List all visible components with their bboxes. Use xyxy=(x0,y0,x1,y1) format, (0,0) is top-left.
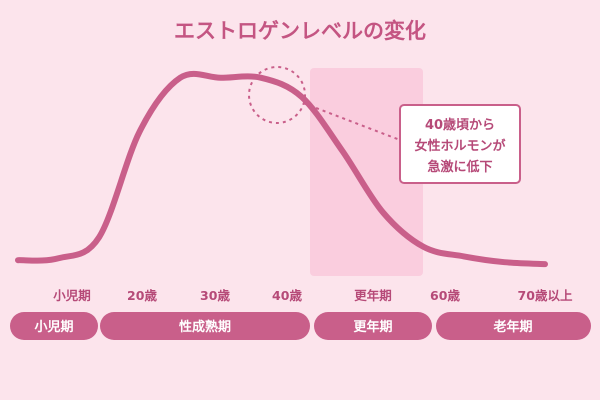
estrogen-curve-line xyxy=(15,70,548,268)
stage-label-senescence: 老年期 xyxy=(492,319,532,335)
decline-highlight-circle xyxy=(248,66,306,124)
stage-label-reproductive: 性成熟期 xyxy=(179,319,231,335)
x-tick-label: 60歳 xyxy=(430,288,460,303)
callout-line-3: 急激に低下 xyxy=(427,159,492,175)
stage-label-menopause: 更年期 xyxy=(353,319,392,335)
stage-label-childhood: 小児期 xyxy=(34,320,73,335)
callout-box: 40歳頃から 女性ホルモンが 急激に低下 xyxy=(399,104,521,184)
callout-line-2: 女性ホルモンが xyxy=(414,138,505,154)
callout-connector xyxy=(302,102,401,141)
stage-pill-childhood xyxy=(10,312,98,340)
stage-pill-menopause xyxy=(314,312,432,340)
x-tick-label: 更年期 xyxy=(354,288,392,303)
x-tick-label: 40歳 xyxy=(272,288,302,303)
stage-bar: 小児期 性成熟期 更年期 老年期 xyxy=(10,312,591,340)
x-tick-label: 小児期 xyxy=(52,288,91,303)
stage-pill-reproductive xyxy=(100,312,310,340)
x-tick-label: 30歳 xyxy=(200,288,230,303)
x-tick-label: 20歳 xyxy=(127,288,157,303)
callout-line-1: 40歳頃から xyxy=(425,117,495,133)
chart-title: エストロゲンレベルの変化 xyxy=(174,19,426,43)
stage-pill-senescence xyxy=(436,312,591,340)
x-tick-label: 70歳以上 xyxy=(518,288,573,303)
